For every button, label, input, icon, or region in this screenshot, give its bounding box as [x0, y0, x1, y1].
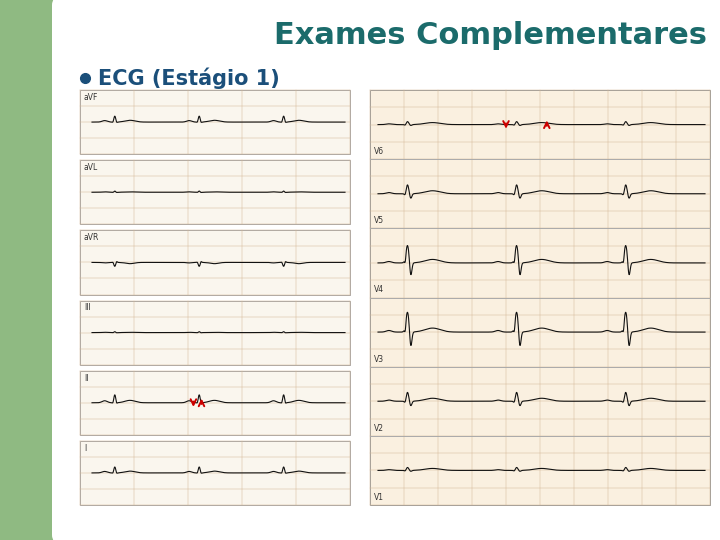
- Text: aVL: aVL: [84, 163, 98, 172]
- Bar: [80, 160, 350, 224]
- Text: II: II: [84, 374, 89, 383]
- Text: V5: V5: [374, 217, 384, 225]
- Bar: [80, 370, 350, 435]
- Text: I: I: [84, 444, 86, 453]
- Text: V6: V6: [374, 147, 384, 156]
- Bar: [80, 441, 350, 505]
- Text: aVR: aVR: [84, 233, 99, 242]
- Text: V3: V3: [374, 355, 384, 363]
- Bar: [80, 90, 350, 154]
- Text: aVF: aVF: [84, 93, 99, 102]
- Text: III: III: [84, 303, 91, 313]
- Text: V4: V4: [374, 286, 384, 294]
- Text: ECG (Estágio 1): ECG (Estágio 1): [98, 68, 280, 89]
- Bar: [370, 90, 710, 505]
- Text: Exames Complementares: Exames Complementares: [274, 21, 706, 50]
- Bar: [80, 231, 350, 294]
- Text: V2: V2: [374, 424, 384, 433]
- Text: V1: V1: [374, 493, 384, 502]
- Bar: [80, 300, 350, 364]
- FancyBboxPatch shape: [52, 0, 720, 540]
